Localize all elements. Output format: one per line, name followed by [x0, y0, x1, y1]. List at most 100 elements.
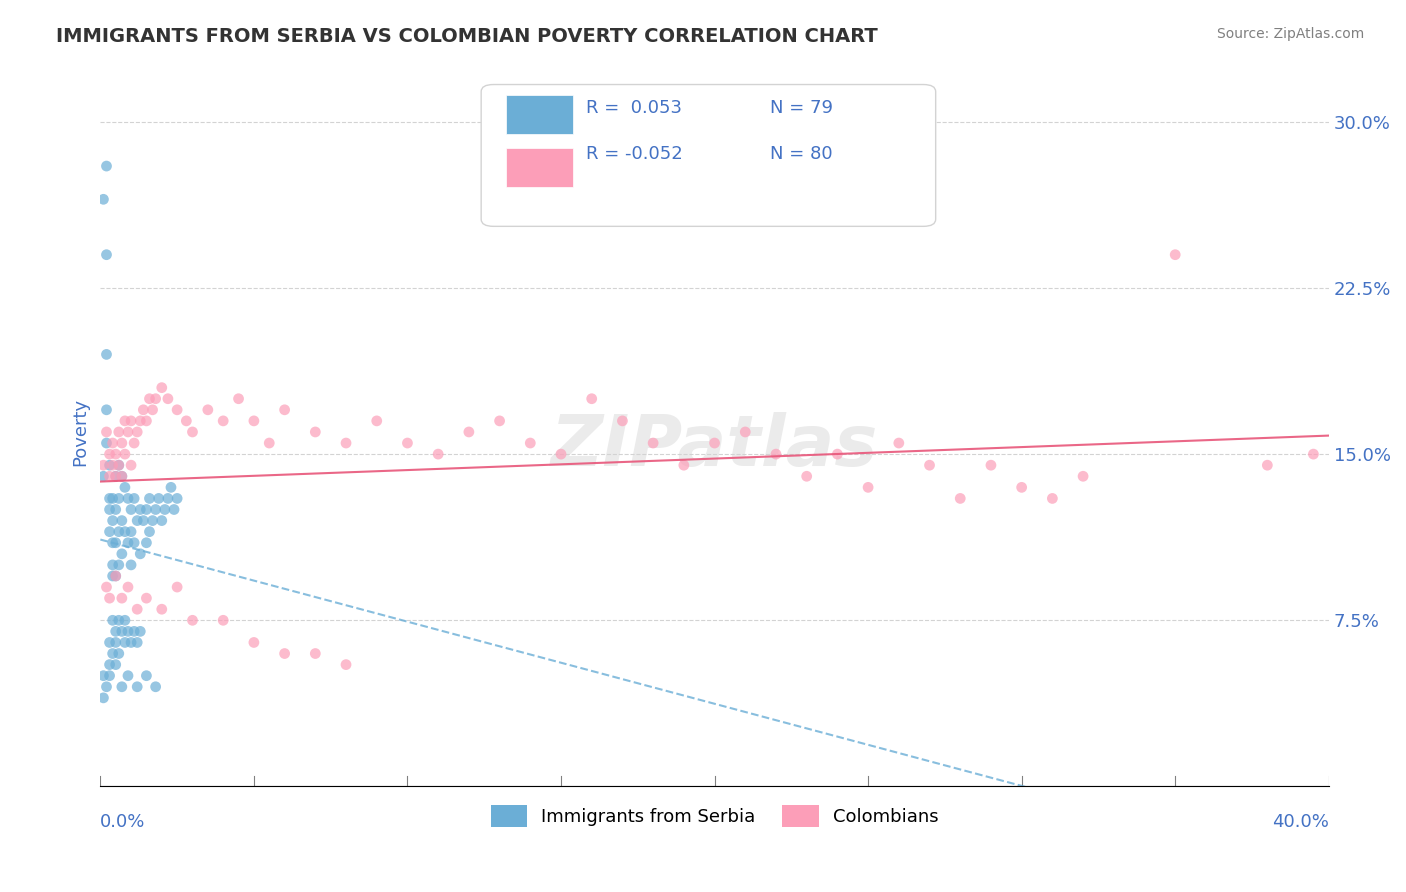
Point — [120, 524, 142, 539]
Point — [304, 425, 326, 439]
Point — [101, 535, 124, 549]
Point — [111, 514, 134, 528]
Point — [98, 469, 121, 483]
Point — [111, 591, 134, 606]
Point — [96, 436, 118, 450]
Point — [703, 436, 725, 450]
Point — [156, 392, 179, 406]
Point — [142, 514, 165, 528]
Point — [120, 635, 142, 649]
Point — [93, 458, 115, 473]
Point — [98, 458, 121, 473]
Point — [98, 447, 121, 461]
Point — [980, 458, 1002, 473]
Point — [135, 414, 157, 428]
Point — [104, 535, 127, 549]
Point — [114, 447, 136, 461]
Point — [273, 647, 295, 661]
Point — [111, 469, 134, 483]
Point — [366, 414, 388, 428]
Point — [176, 414, 198, 428]
Point — [107, 613, 129, 627]
Point — [160, 480, 183, 494]
Point — [259, 436, 281, 450]
Point — [104, 657, 127, 672]
Point — [104, 635, 127, 649]
Point — [166, 491, 188, 506]
Point — [101, 514, 124, 528]
Point — [581, 392, 603, 406]
Point — [120, 558, 142, 572]
Point — [519, 436, 541, 450]
Point — [212, 414, 235, 428]
Point — [96, 248, 118, 262]
Point — [1164, 248, 1187, 262]
Point — [98, 524, 121, 539]
Point — [114, 524, 136, 539]
Point — [117, 535, 139, 549]
Point — [129, 547, 152, 561]
Point — [122, 436, 145, 450]
Point — [135, 502, 157, 516]
Point — [550, 447, 572, 461]
Point — [111, 624, 134, 639]
Point — [127, 425, 149, 439]
Point — [93, 469, 115, 483]
Point — [114, 635, 136, 649]
Point — [142, 402, 165, 417]
Point — [120, 458, 142, 473]
Point — [107, 458, 129, 473]
Point — [96, 680, 118, 694]
Point — [104, 469, 127, 483]
Point — [457, 425, 479, 439]
Point — [1071, 469, 1094, 483]
Point — [114, 414, 136, 428]
Point — [181, 425, 204, 439]
Text: IMMIGRANTS FROM SERBIA VS COLOMBIAN POVERTY CORRELATION CHART: IMMIGRANTS FROM SERBIA VS COLOMBIAN POVE… — [56, 27, 877, 45]
Point — [228, 392, 250, 406]
FancyBboxPatch shape — [481, 85, 935, 227]
Point — [918, 458, 941, 473]
Point — [427, 447, 450, 461]
Point — [163, 502, 186, 516]
Point — [138, 491, 160, 506]
Point — [135, 669, 157, 683]
Point — [150, 514, 173, 528]
Point — [111, 547, 134, 561]
Text: R =  0.053: R = 0.053 — [585, 99, 682, 117]
Point — [111, 680, 134, 694]
Point — [114, 613, 136, 627]
Point — [98, 635, 121, 649]
Point — [197, 402, 219, 417]
Text: N = 80: N = 80 — [770, 145, 832, 163]
Point — [96, 580, 118, 594]
Point — [156, 491, 179, 506]
Point — [612, 414, 634, 428]
Point — [796, 469, 818, 483]
Point — [672, 458, 695, 473]
Bar — [506, 95, 574, 134]
Point — [1040, 491, 1063, 506]
Point — [98, 657, 121, 672]
Point — [181, 613, 204, 627]
Point — [827, 447, 849, 461]
Text: 0.0%: 0.0% — [100, 814, 146, 831]
Point — [304, 647, 326, 661]
Point — [101, 569, 124, 583]
Point — [150, 381, 173, 395]
Point — [98, 669, 121, 683]
Point — [145, 392, 167, 406]
Point — [107, 524, 129, 539]
Point — [117, 425, 139, 439]
Point — [396, 436, 419, 450]
Point — [129, 502, 152, 516]
Legend: Immigrants from Serbia, Colombians: Immigrants from Serbia, Colombians — [484, 797, 946, 834]
Point — [101, 558, 124, 572]
Point — [243, 635, 266, 649]
Point — [122, 624, 145, 639]
Text: ZIPatlas: ZIPatlas — [551, 411, 879, 481]
Point — [127, 514, 149, 528]
Point — [96, 425, 118, 439]
Point — [212, 613, 235, 627]
Point — [135, 535, 157, 549]
